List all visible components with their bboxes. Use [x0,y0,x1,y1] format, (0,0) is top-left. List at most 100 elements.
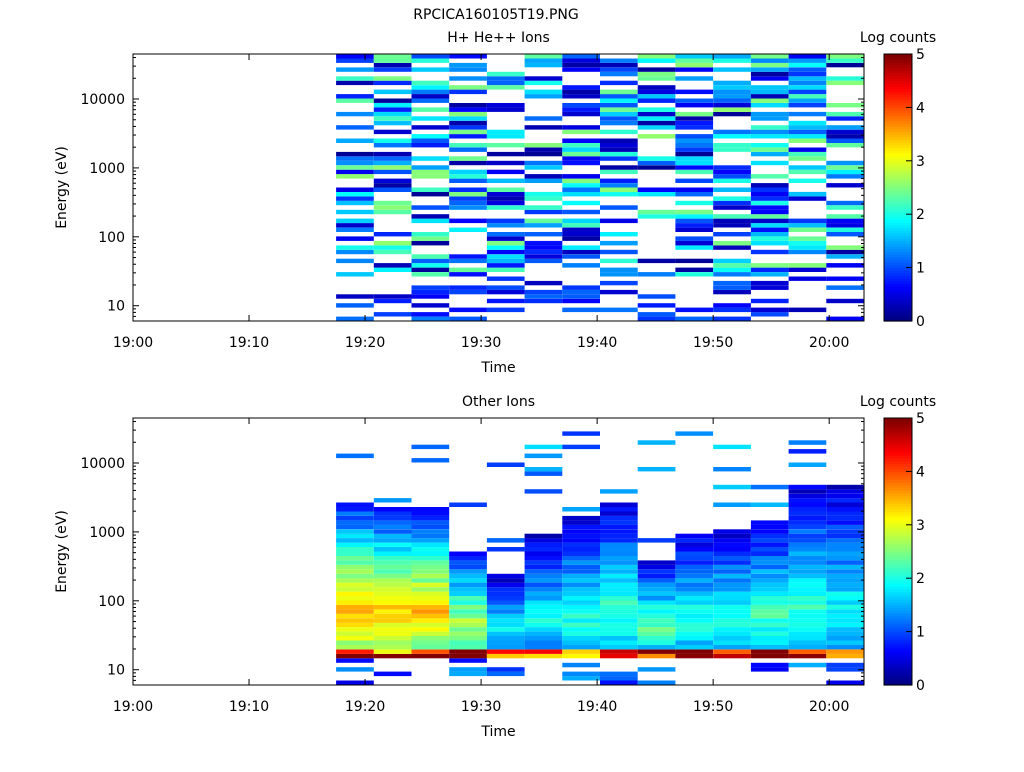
colorbar-step [884,631,912,635]
colorbar-step [884,476,912,481]
heatmap-cell [750,272,789,277]
heatmap-cell [524,62,563,68]
colorbar-tick-label: 3 [916,518,925,534]
heatmap-cell [713,103,751,108]
heatmap-cell [713,613,751,619]
colorbar-step [884,206,912,210]
heatmap-cell [562,151,600,157]
heatmap-cell [411,587,450,592]
heatmap-cell [486,636,525,641]
heatmap-cell [449,591,487,596]
heatmap-cell [788,165,827,170]
heatmap-cell [562,578,600,583]
heatmap-cell [713,280,751,286]
heatmap-cell [411,205,450,210]
heatmap-cell [562,600,600,605]
heatmap-cell [336,160,374,166]
heatmap-cell [713,547,751,552]
heatmap-cell [675,649,714,654]
heatmap-cell [524,649,563,654]
heatmap-cell [675,569,714,574]
heatmap-cell [600,578,638,583]
heatmap-cell [788,196,827,201]
heatmap-cell [826,160,864,166]
heatmap-cell [411,645,450,650]
colorbar-step [884,514,912,518]
heatmap-cell [637,587,676,592]
heatmap-cell [826,227,864,232]
x-axis-label: Time [480,360,515,376]
colorbar-step [884,304,912,309]
heatmap-cell [788,600,827,605]
heatmap-cell [486,232,525,237]
heatmap-cell [562,143,600,148]
heatmap-cell [713,80,751,86]
heatmap-cell [637,582,676,588]
heatmap-cell [788,609,827,614]
heatmap-cell [675,591,714,596]
colorbar-step [884,428,912,432]
heatmap-cell [788,640,827,645]
colorbar-step [884,299,912,303]
colorbar-step [884,120,912,125]
x-tick-label: 19:30 [461,699,501,715]
heatmap-cell [373,160,412,166]
colorbar-step [884,468,912,472]
colorbar-step [884,543,912,547]
heatmap-cell [411,520,450,525]
heatmap-cell [750,502,789,507]
heatmap-cell [373,551,412,556]
heatmap-cell [750,187,789,192]
heatmap-cell [336,604,374,610]
heatmap-cell [600,573,638,579]
heatmap-cell [788,582,827,588]
heatmap-cell [675,218,714,224]
heatmap-cell [562,147,600,152]
colorbar-step [884,70,912,74]
colorbar-step [884,310,912,314]
heatmap-cell [336,223,374,228]
heatmap-cell [562,236,600,241]
heatmap-cell [336,191,374,197]
heatmap-cell [562,596,600,601]
spectrogram-panel-2: 19:00 19:10 19:20 19:30 19:40 19:50 20:0010100… [54,394,936,740]
colorbar-tick-label: 2 [916,571,925,587]
heatmap-cell [411,444,450,450]
heatmap-cell [713,89,751,95]
heatmap-cell [449,640,487,645]
heatmap-cell [750,134,789,139]
heatmap-cell [826,54,864,59]
colorbar-step [884,652,912,657]
heatmap-cell [826,653,864,659]
heatmap-cell [524,178,563,183]
heatmap-cell [788,489,827,494]
heatmap-cell [373,520,412,525]
heatmap-cell [750,183,789,188]
heatmap-cell [373,573,412,579]
heatmap-cell [826,645,864,650]
heatmap-cell [562,245,600,250]
colorbar-step [884,447,912,451]
heatmap-cell [750,94,789,99]
colorbar-step [884,171,912,175]
heatmap-cell [826,507,864,512]
heatmap-cell [637,76,676,81]
heatmap-cell [336,631,374,636]
heatmap-cell [637,94,676,99]
heatmap-cell [486,205,525,210]
heatmap-cell [411,143,450,148]
heatmap-cell [449,174,487,179]
heatmap-cell [826,80,864,86]
heatmap-cell [336,94,374,99]
heatmap-cell [524,258,563,264]
heatmap-cell [336,249,374,255]
colorbar-step [884,580,912,585]
colorbar-step [884,256,912,261]
heatmap-cell [675,578,714,583]
heatmap-cell [637,618,676,623]
colorbar-tick-label: 4 [916,464,925,480]
heatmap-cell [600,191,638,197]
heatmap-cell [713,214,751,219]
heatmap-cell [826,551,864,556]
heatmap-cell [826,125,864,130]
